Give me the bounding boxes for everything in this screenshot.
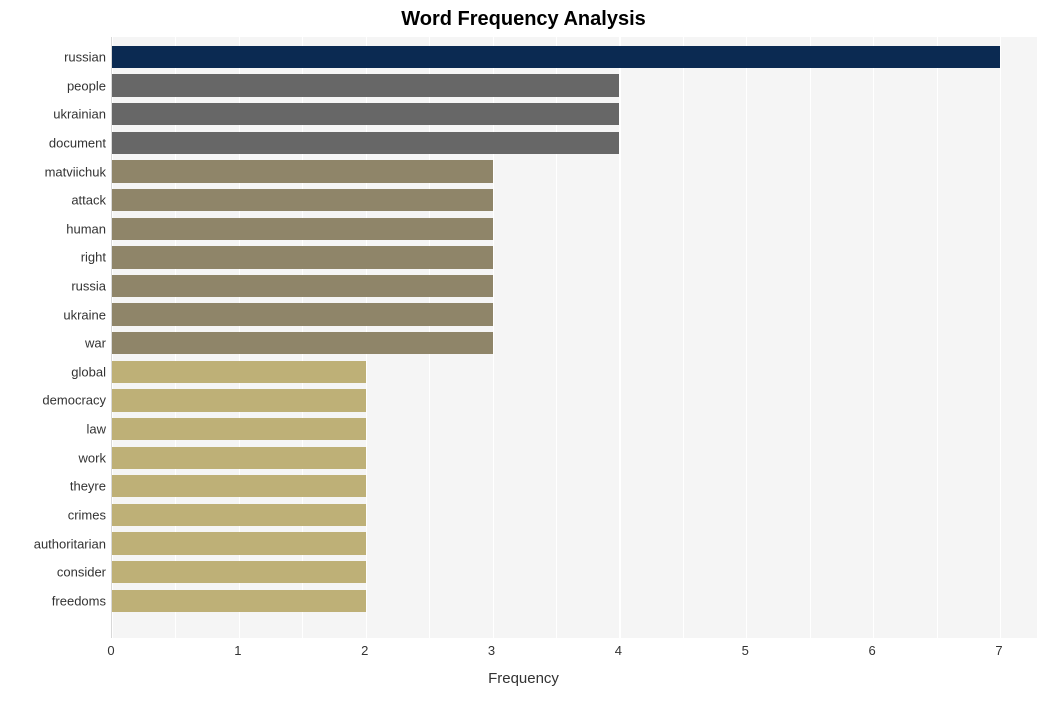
gridline [493,37,494,638]
bar [112,447,366,469]
y-axis-label: russian [64,50,106,65]
gridline [873,37,874,638]
x-axis-tick: 6 [868,643,875,658]
bar [112,361,366,383]
chart-title: Word Frequency Analysis [0,8,1047,31]
bar [112,532,366,554]
x-axis-tick: 7 [995,643,1002,658]
bar [112,389,366,411]
y-axis-label: right [81,250,106,265]
bar [112,590,366,612]
bar [112,303,493,325]
x-axis-tick: 4 [615,643,622,658]
bar [112,418,366,440]
bar [112,46,1000,68]
plot-area [111,37,1037,638]
chart-container: Word Frequency Analysis Frequency russia… [0,0,1047,701]
gridline [810,37,811,638]
bar [112,103,619,125]
bar [112,160,493,182]
bar [112,218,493,240]
y-axis-label: crimes [68,507,106,522]
y-axis-label: law [86,422,106,437]
bar [112,561,366,583]
y-axis-label: attack [71,193,106,208]
gridline [746,37,747,638]
bar [112,189,493,211]
bar [112,132,619,154]
gridline [619,37,620,638]
y-axis-label: authoritarian [34,536,106,551]
y-axis-label: ukrainian [53,107,106,122]
bar [112,504,366,526]
y-axis-label: document [49,135,106,150]
y-axis-label: freedoms [52,593,106,608]
y-axis-label: work [79,450,106,465]
gridline [937,37,938,638]
y-axis-label: ukraine [63,307,106,322]
x-axis-tick: 3 [488,643,495,658]
x-axis-tick: 5 [742,643,749,658]
y-axis-label: democracy [42,393,106,408]
bar [112,332,493,354]
y-axis-label: war [85,336,106,351]
y-axis-label: people [67,78,106,93]
gridline [556,37,557,638]
bar [112,74,619,96]
y-axis-label: consider [57,565,106,580]
bar [112,475,366,497]
y-axis-label: global [71,364,106,379]
x-axis-label: Frequency [0,670,1047,687]
x-axis-tick: 0 [107,643,114,658]
y-axis-label: human [66,221,106,236]
y-axis-label: theyre [70,479,106,494]
bar [112,246,493,268]
gridline [1000,37,1001,638]
y-axis-label: matviichuk [45,164,106,179]
x-axis-tick: 1 [234,643,241,658]
gridline [683,37,684,638]
bar [112,275,493,297]
y-axis-label: russia [71,278,106,293]
x-axis-tick: 2 [361,643,368,658]
